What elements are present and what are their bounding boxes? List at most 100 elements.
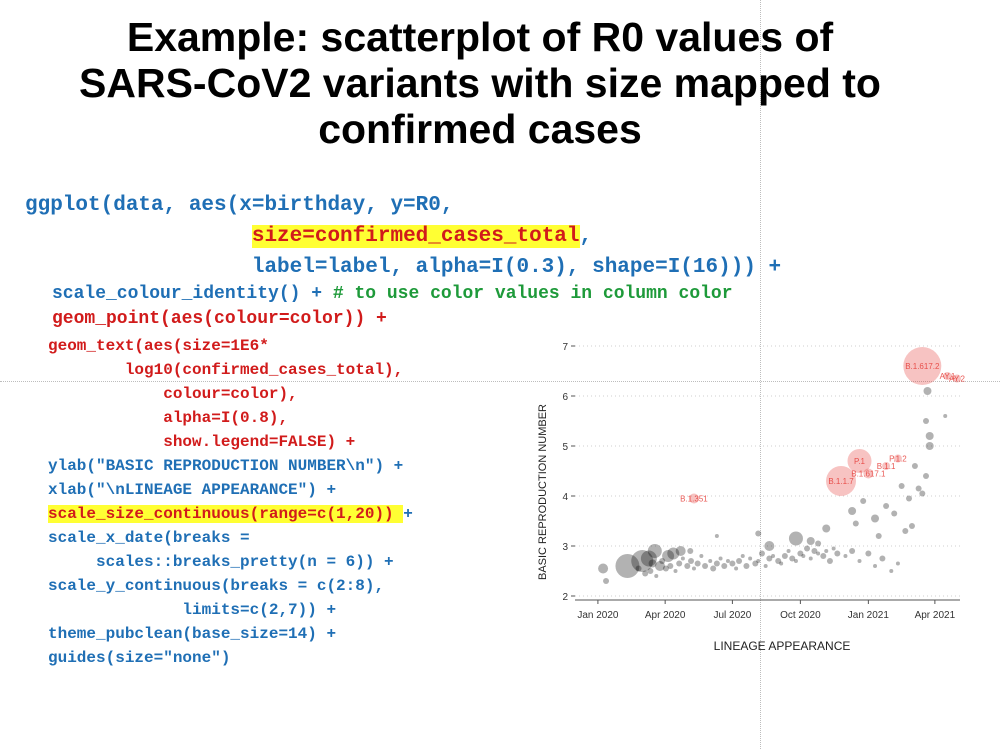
- highlighted-code: size=confirmed_cases_total: [251, 225, 580, 248]
- data-point: [824, 549, 829, 553]
- code-line: xlab("\nLINEAGE APPEARANCE") +: [48, 481, 337, 499]
- data-point: [667, 563, 674, 569]
- code-comment: # to use color values in column color: [332, 284, 733, 304]
- variant-point: [893, 454, 902, 463]
- data-point: [659, 558, 666, 564]
- data-point: [688, 558, 695, 564]
- data-point: [923, 387, 932, 395]
- data-point: [789, 555, 796, 562]
- variant-label: B.1.1: [877, 462, 896, 471]
- data-point: [852, 520, 859, 527]
- data-point: [895, 561, 900, 566]
- title-line: SARS-CoV2 variants with size mapped to: [79, 60, 881, 106]
- data-point: [875, 533, 882, 539]
- data-point: [647, 568, 654, 574]
- data-point: [642, 570, 649, 577]
- variant-label: AY.1: [940, 372, 956, 381]
- data-point: [822, 524, 831, 533]
- data-point: [691, 566, 696, 571]
- data-point: [943, 414, 948, 418]
- data-point: [871, 514, 880, 523]
- data-point: [662, 550, 675, 562]
- variant-point: [863, 468, 874, 479]
- data-point: [729, 560, 736, 567]
- code-line: colour=color),: [48, 385, 298, 403]
- data-points: [598, 347, 962, 584]
- code-block-scale: scale_colour_identity() + # to use color…: [52, 282, 733, 332]
- data-point: [779, 561, 784, 566]
- code-line: alpha=I(0.8),: [48, 409, 289, 427]
- vertical-guide-line: [760, 0, 761, 749]
- code-line: ylab("BASIC REPRODUCTION NUMBER\n") +: [48, 457, 404, 475]
- data-point: [816, 551, 821, 556]
- data-point: [834, 550, 841, 557]
- y-tick-label: 4: [562, 492, 568, 503]
- data-point: [718, 556, 723, 561]
- code-line: log10(confirmed_cases_total),: [48, 361, 404, 379]
- data-point: [808, 556, 813, 561]
- data-point: [667, 547, 680, 560]
- scatter-chart: B.1.617.2AY.1AY.2P.1 P.1.2B.1.1B.1.617.1B…: [537, 342, 965, 653]
- variant-label: B.1.617.2: [905, 362, 940, 371]
- highlighted-code: scale_size_continuous(range=c(1,20)): [48, 505, 404, 523]
- data-point: [647, 544, 662, 558]
- variant-label: P.1: [854, 457, 866, 466]
- code-line: scale_x_date(breaks =: [48, 529, 250, 547]
- data-point: [684, 563, 691, 569]
- y-tick-label: 3: [562, 542, 568, 553]
- code-text: scale_colour_identity() +: [52, 284, 333, 304]
- data-point: [865, 550, 872, 557]
- data-point: [662, 565, 669, 572]
- data-point: [675, 546, 686, 556]
- data-point: [849, 548, 856, 554]
- data-point: [766, 555, 773, 562]
- y-tick-label: 6: [562, 392, 568, 403]
- data-point: [786, 549, 791, 553]
- x-tick-label: Apr 2020: [645, 610, 686, 621]
- data-point: [925, 442, 934, 450]
- data-point: [748, 556, 753, 561]
- data-point: [826, 558, 833, 564]
- x-tick-label: Oct 2020: [780, 610, 821, 621]
- data-point: [902, 528, 909, 534]
- data-point: [680, 556, 685, 561]
- point-labels: B.1.617.2AY.1AY.2P.1 P.1.2B.1.1B.1.617.1B…: [680, 362, 965, 504]
- variant-point: [882, 462, 891, 470]
- grid-lines: [575, 345, 960, 597]
- x-tick-label: Apr 2021: [915, 610, 956, 621]
- code-block-ggplot: ggplot(data, aes(x=birthday, y=R0, size=…: [25, 190, 781, 283]
- code-line: size=confirmed_cases_total,: [25, 221, 781, 252]
- code-indent: [25, 225, 252, 248]
- data-point: [752, 560, 759, 567]
- y-axis: 2 3 4 5 6 7: [562, 342, 575, 603]
- variant-label: B.1.1.7: [828, 477, 854, 486]
- y-axis-label: BASIC REPRODUCTION NUMBER: [537, 404, 549, 580]
- data-point: [648, 559, 657, 568]
- data-point: [740, 554, 745, 558]
- data-point: [734, 566, 739, 571]
- code-line: scales::breaks_pretty(n = 6)) +: [48, 553, 394, 571]
- data-point: [806, 537, 815, 545]
- data-point: [843, 554, 848, 558]
- data-point: [857, 559, 862, 563]
- code-line: scale_size_continuous(range=c(1,20)) +: [48, 502, 413, 526]
- data-point: [911, 463, 918, 469]
- horizontal-guide-line: [0, 381, 1000, 382]
- data-point: [801, 554, 806, 558]
- data-point: [923, 473, 930, 479]
- data-point: [654, 561, 665, 571]
- code-line: scale_colour_identity() + # to use color…: [52, 282, 733, 307]
- data-point: [687, 548, 694, 554]
- code-line: geom_point(aes(colour=color)) +: [52, 309, 387, 329]
- variant-point: [943, 372, 952, 380]
- data-point: [694, 560, 701, 567]
- variant-point: [847, 449, 872, 473]
- data-point: [654, 574, 659, 578]
- y-tick-label: 7: [562, 342, 568, 353]
- data-point: [710, 565, 717, 572]
- data-point: [699, 554, 704, 558]
- data-point: [763, 564, 768, 568]
- x-axis: Jan 2020 Apr 2020 Jul 2020 Oct 2020 Jan 2021…: [575, 599, 960, 621]
- variant-label: B.1.351: [680, 495, 708, 504]
- code-line: limits=c(2,7)) +: [48, 601, 337, 619]
